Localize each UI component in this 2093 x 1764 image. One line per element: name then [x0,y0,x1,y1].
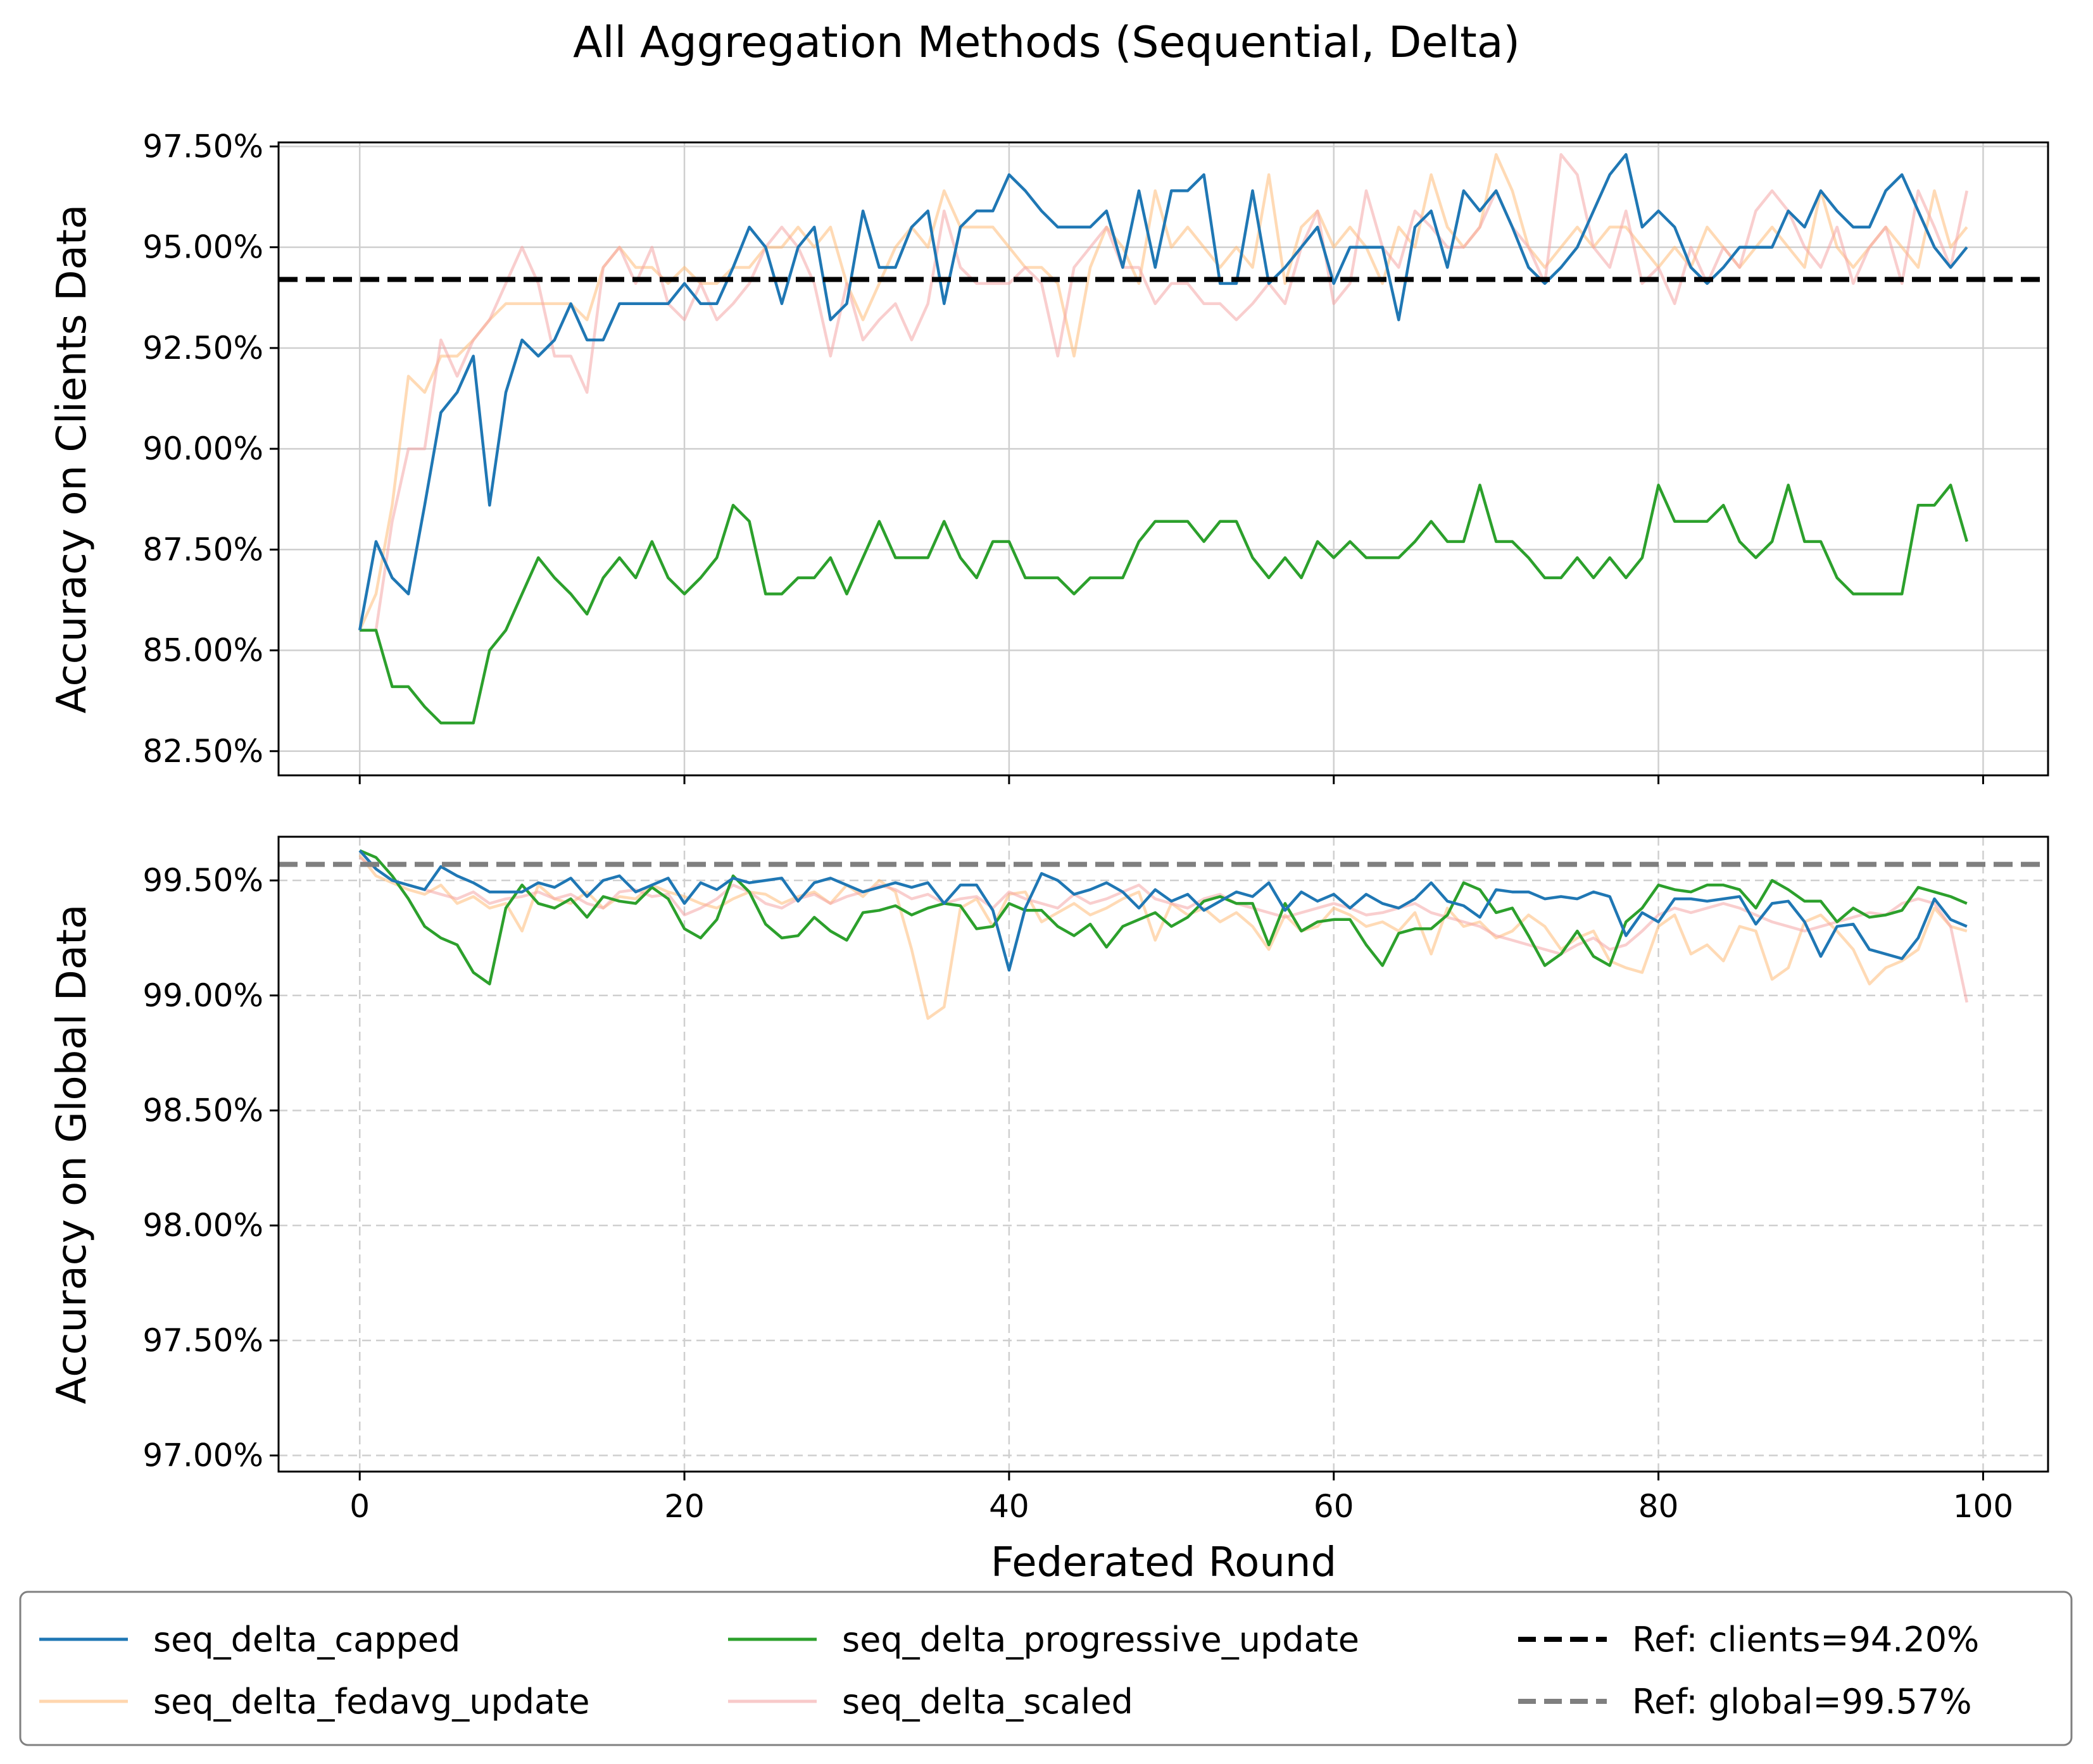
clients-series-seq-delta-scaled [360,153,1969,632]
clients-grid [279,142,2048,775]
clients-series-seq-delta-fedavg-update [358,153,1968,631]
global-ytick-label: 97.00% [142,1437,263,1474]
clients-ytick-label: 95.00% [142,229,263,266]
legend-label: seq_delta_progressive_update [842,1620,1359,1660]
global-series-seq-delta-capped [358,849,1968,972]
x-axis-label: Federated Round [991,1539,1336,1586]
clients-axes-frame [277,141,2049,777]
clients-ytick-label: 87.50% [142,531,263,568]
clients-series-seq-delta-progressive-update [360,484,1968,725]
global-ytick-label: 98.50% [142,1092,263,1129]
global-series-seq-delta-scaled [358,856,1969,1003]
global-ylabel: Accuracy on Global Data [49,904,96,1404]
figure-title: All Aggregation Methods (Sequential, Del… [573,18,1520,68]
global-xtick-label: 60 [1314,1488,1354,1525]
legend-label: seq_delta_fedavg_update [153,1682,590,1722]
clients-accuracy-plot: 82.50% 85.00% 87.50% 90.00% 92.50% 95.00% 97.5… [49,128,2049,784]
global-series [358,849,1969,1020]
clients-ytick-label: 85.00% [142,632,263,669]
global-ytick-label: 99.50% [142,862,263,899]
global-series-seq-delta-progressive-update [359,849,1968,985]
global-xtick-label: 20 [664,1488,705,1525]
global-ytick-label: 98.00% [142,1207,263,1244]
global-ticks: 97.00% 97.50% 98.00% 98.50% 99.00% 99.50% 0 20 4… [142,862,2013,1525]
legend-label: seq_delta_scaled [842,1682,1133,1722]
clients-ytick-label: 92.50% [142,330,263,366]
clients-ytick-label: 82.50% [142,733,263,770]
legend-label: seq_delta_capped [153,1620,460,1660]
global-grid [279,837,2048,1472]
global-xtick-label: 100 [1953,1488,2013,1525]
legend-label: Ref: global=99.57% [1632,1682,1972,1722]
clients-ytick-label: 90.00% [142,430,263,467]
global-ytick-label: 97.50% [142,1322,263,1359]
legend: seq_delta_capped seq_delta_progressive_up… [19,1591,2073,1746]
clients-ticks: 82.50% 85.00% 87.50% 90.00% 92.50% 95.00% 97.5… [142,128,1984,784]
global-xtick-label: 80 [1638,1488,1679,1525]
clients-series-seq-delta-capped [358,153,1968,631]
global-series-seq-delta-fedavg-update [358,854,1968,1020]
legend-label: Ref: clients=94.20% [1632,1620,1979,1660]
clients-ylabel: Accuracy on Clients Data [49,204,96,713]
global-axes-frame [277,835,2049,1473]
global-ytick-label: 99.00% [142,977,263,1014]
clients-series [358,153,1969,725]
global-xtick-label: 40 [989,1488,1029,1525]
global-accuracy-plot: 97.00% 97.50% 98.00% 98.50% 99.00% 99.50% 0 20 4… [49,835,2049,1525]
global-xtick-label: 0 [349,1488,370,1525]
clients-ytick-label: 97.50% [142,128,263,165]
legend-box [19,1591,2073,1746]
